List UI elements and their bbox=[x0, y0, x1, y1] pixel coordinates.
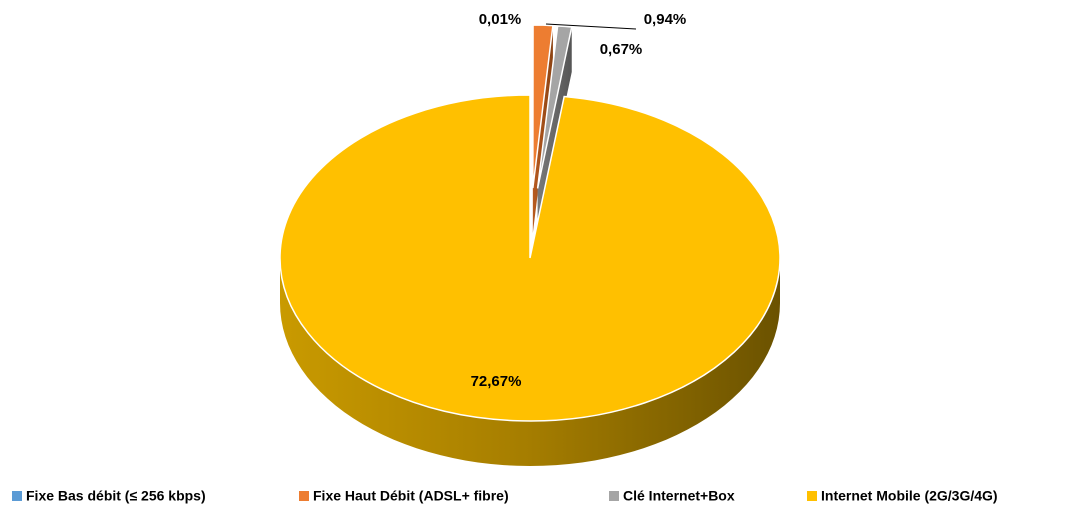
slice-top bbox=[536, 25, 573, 189]
data-label: 0,94% bbox=[644, 11, 687, 28]
legend-label: Fixe Bas débit (≤ 256 kbps) bbox=[26, 488, 206, 504]
legend-label: Internet Mobile (2G/3G/4G) bbox=[821, 488, 998, 504]
slice-top bbox=[279, 94, 781, 422]
legend-swatch bbox=[807, 491, 817, 501]
slice-side bbox=[280, 258, 780, 466]
legend-label: Clé Internet+Box bbox=[623, 488, 735, 504]
legend: Fixe Bas débit (≤ 256 kbps) Fixe Haut Déb… bbox=[12, 488, 998, 504]
legend-label: Fixe Haut Débit (ADSL+ fibre) bbox=[313, 488, 509, 504]
data-label: 72,67% bbox=[471, 373, 522, 390]
legend-swatch bbox=[12, 491, 22, 501]
data-label: 0,01% bbox=[479, 11, 522, 28]
slice-top bbox=[532, 24, 554, 189]
legend-swatch bbox=[609, 491, 619, 501]
leader-line bbox=[545, 23, 637, 30]
labels: 0,01% 0,94%0,67% 72,67% bbox=[471, 11, 687, 390]
data-label: 0,67% bbox=[600, 41, 643, 58]
pie bbox=[279, 24, 781, 466]
slice bbox=[279, 94, 781, 466]
legend-swatch bbox=[299, 491, 309, 501]
